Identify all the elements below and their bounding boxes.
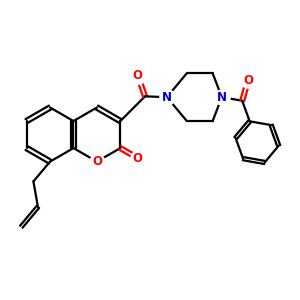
- Text: O: O: [243, 74, 253, 87]
- Text: O: O: [92, 155, 102, 168]
- Text: N: N: [217, 91, 227, 104]
- Text: N: N: [162, 91, 172, 104]
- Text: O: O: [133, 152, 142, 164]
- Text: O: O: [133, 69, 143, 82]
